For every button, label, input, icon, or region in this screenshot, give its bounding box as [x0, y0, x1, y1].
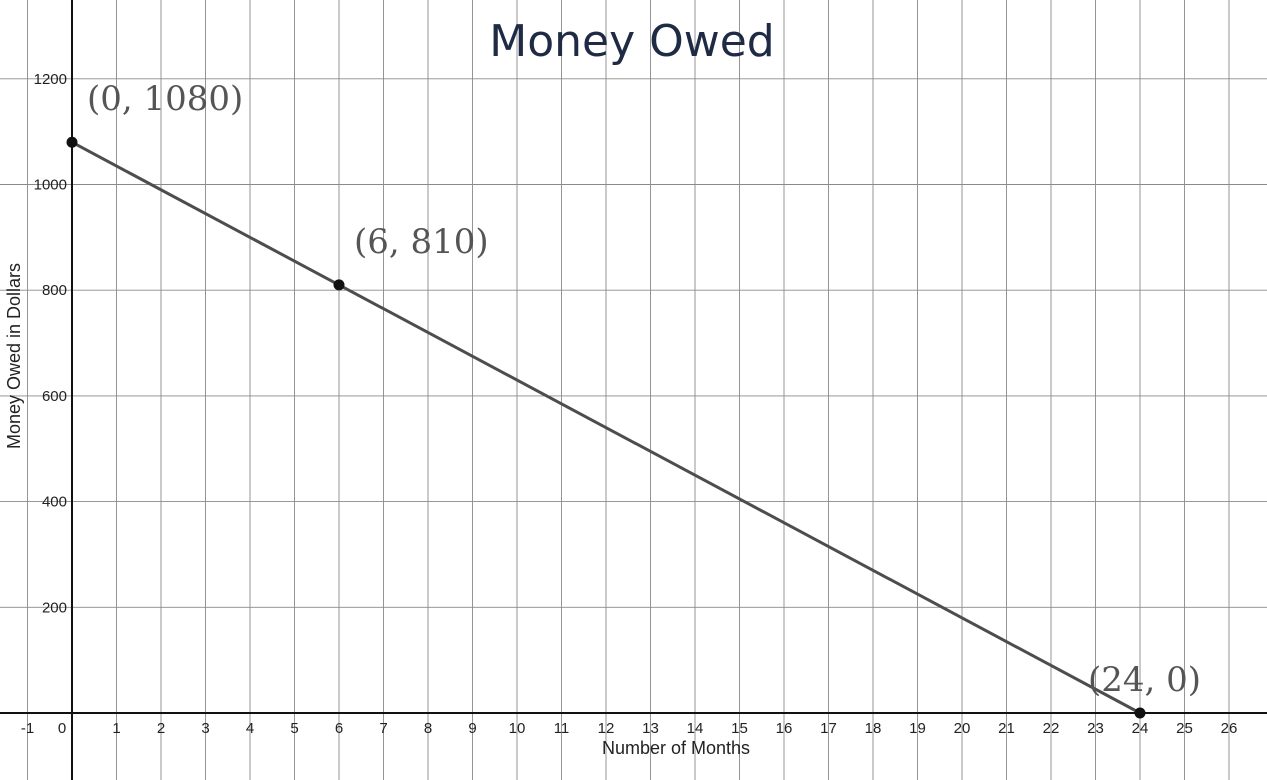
chart-title: Money Owed — [489, 16, 774, 67]
x-axis-title: Number of Months — [602, 738, 750, 758]
data-point — [333, 279, 345, 291]
tick-labels: -2-1012345678910111213141516171819202122… — [21, 71, 1238, 737]
x-tick-label: 9 — [468, 720, 476, 737]
x-tick-label: 25 — [1176, 720, 1193, 737]
series — [71, 140, 1141, 715]
x-tick-label: 4 — [246, 720, 254, 737]
x-tick-label: 21 — [998, 720, 1015, 737]
x-tick-label: 15 — [731, 720, 748, 737]
x-tick-label: 24 — [1132, 720, 1149, 737]
x-tick-label: 1 — [112, 720, 120, 737]
x-tick-label: 23 — [1087, 720, 1104, 737]
x-tick-label: 22 — [1043, 720, 1060, 737]
points: (0, 1080) (6, 810) (24, 0) — [66, 79, 1201, 719]
x-tick-label: 14 — [687, 720, 704, 737]
y-tick-label: 400 — [42, 494, 67, 511]
point-label: (0, 1080) — [87, 79, 243, 119]
data-point — [66, 136, 78, 148]
x-tick-label: 20 — [954, 720, 971, 737]
x-tick-label: 5 — [290, 720, 298, 737]
x-tick-label: 3 — [201, 720, 209, 737]
x-tick-label: 11 — [554, 720, 570, 737]
x-tick-label: 13 — [642, 720, 659, 737]
y-tick-label: 1200 — [34, 71, 67, 88]
x-tick-label: 12 — [598, 720, 615, 737]
y-tick-label: 200 — [42, 599, 67, 616]
x-tick-label: 18 — [865, 720, 882, 737]
x-tick-label: 8 — [424, 720, 432, 737]
x-tick-label: -1 — [21, 720, 34, 737]
x-tick-label: 6 — [335, 720, 343, 737]
y-tick-label: 1000 — [34, 177, 67, 194]
x-tick-label: 16 — [776, 720, 793, 737]
data-point — [1134, 707, 1146, 719]
x-tick-label: 10 — [509, 720, 526, 737]
x-tick-label: 2 — [157, 720, 165, 737]
y-tick-label: 600 — [42, 388, 67, 405]
x-tick-label: 0 — [58, 720, 66, 737]
x-tick-label: 17 — [820, 720, 837, 737]
y-tick-label: 800 — [42, 282, 67, 299]
x-tick-label: 19 — [909, 720, 926, 737]
series-line — [71, 140, 1141, 715]
point-label: (24, 0) — [1088, 660, 1201, 700]
y-axis-title: Money Owed in Dollars — [4, 263, 24, 449]
x-tick-label: 26 — [1221, 720, 1238, 737]
x-tick-label: 7 — [379, 720, 387, 737]
point-label: (6, 810) — [354, 222, 489, 262]
